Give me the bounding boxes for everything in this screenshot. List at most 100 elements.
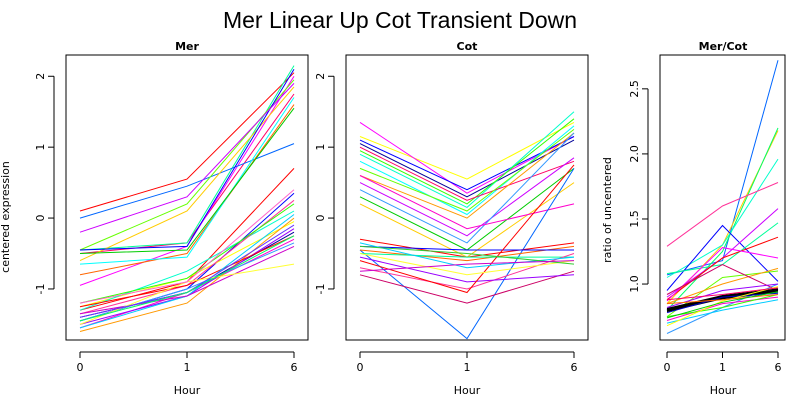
mer-y-tick-label-0: -1 [34, 283, 47, 294]
mer-cot-y-tick-label-0: 1.0 [628, 275, 641, 293]
mer-cot-series-line-24 [666, 291, 779, 319]
mer-cot-series-line-3 [666, 158, 779, 278]
mer-series-line-0 [79, 72, 295, 212]
cot-series-layer [359, 111, 575, 340]
mer-series-line-17 [79, 217, 295, 332]
cot-series-line-21 [359, 270, 575, 304]
cot-series-line-14 [359, 175, 575, 230]
mer-y-axis: -1 0 1 2 [34, 73, 55, 294]
mer-series-line-3 [79, 65, 295, 251]
mer-cot-series-line-2 [666, 127, 779, 311]
mer-x-tick-label-2: 6 [291, 361, 298, 374]
mer-series-line-6 [79, 86, 295, 262]
mer-series-line-29 [79, 235, 295, 322]
cot-y-tick-label-0: -1 [314, 283, 327, 294]
mer-cot-series-line-9 [666, 247, 779, 302]
mer-cot-y-axis-title: ratio of uncentered [601, 157, 614, 263]
mer-cot-series-line-8 [666, 236, 779, 301]
mer-y-axis-title: centered expression [0, 161, 12, 273]
cot-series-line-18 [359, 245, 574, 251]
mer-cot-series-line-20 [666, 294, 779, 318]
cot-panel: Cot 0 1 6 -1 0 1 2 Hour [314, 40, 589, 397]
mer-series-line-10 [79, 97, 295, 265]
mer-y-tick-label-1: 0 [34, 215, 47, 222]
mer-y-tick-label-2: 1 [34, 144, 47, 151]
cot-y-axis: -1 0 1 2 [314, 73, 335, 294]
cot-y-tick-label-1: 0 [314, 215, 327, 222]
mer-cot-series-line-25 [666, 287, 779, 301]
mer-cot-series-line-23 [666, 294, 779, 305]
cot-series-line-10 [359, 157, 575, 237]
cot-series-line-26 [359, 245, 575, 265]
mer-cot-y-tick-label-2: 2.0 [628, 145, 641, 163]
mer-x-tick-label-0: 0 [77, 361, 84, 374]
mer-cot-series-line-5 [666, 224, 779, 291]
cot-x-tick-label-2: 6 [571, 361, 578, 374]
mer-cot-x-tick-label-1: 1 [719, 361, 726, 374]
cot-series-line-27 [359, 260, 575, 272]
cot-series-line-8 [359, 129, 575, 212]
mer-x-axis: 0 1 6 [77, 351, 298, 374]
mer-series-line-16 [79, 221, 295, 308]
main-title: Mer Linear Up Cot Transient Down [223, 7, 577, 33]
cot-series-line-17 [359, 245, 575, 262]
mer-series-line-2 [79, 76, 295, 286]
mer-series-layer [79, 65, 295, 332]
mer-cot-panel-title: Mer/Cot [699, 40, 748, 53]
cot-series-line-11 [359, 132, 575, 244]
mer-plot-frame [65, 54, 309, 341]
mer-cot-plot-frame [659, 54, 786, 341]
mer-panel-title: Mer [175, 40, 199, 53]
mer-cot-x-axis: 0 1 6 [664, 351, 782, 374]
mer-series-line-11 [79, 107, 295, 254]
mer-cot-x-axis-title: Hour [710, 384, 737, 397]
mer-cot-series-line-17 [666, 292, 779, 314]
cot-series-line-19 [359, 253, 574, 258]
mer-cot-x-tick-label-2: 6 [775, 361, 782, 374]
mer-series-line-9 [79, 83, 295, 233]
mer-cot-x-tick-label-0: 0 [664, 361, 671, 374]
mer-cot-series-line-4 [666, 182, 779, 247]
cot-series-line-22 [359, 256, 575, 283]
cot-series-line-25 [359, 253, 575, 276]
mer-series-line-23 [79, 235, 295, 308]
mer-series-line-4 [79, 143, 295, 219]
cot-series-line-5 [359, 118, 575, 205]
mer-series-line-26 [79, 263, 295, 325]
cot-series-line-4 [359, 111, 575, 208]
mer-series-line-5 [79, 79, 295, 251]
cot-y-tick-label-3: 2 [314, 73, 327, 80]
mer-series-line-8 [79, 104, 295, 276]
mer-x-axis-title: Hour [174, 384, 201, 397]
mer-cot-series-line-21 [666, 286, 779, 327]
cot-x-tick-label-0: 0 [357, 361, 364, 374]
mer-cot-y-tick-label-3: 2.5 [628, 80, 641, 98]
cot-series-line-6 [359, 125, 575, 216]
mer-cot-series-line-19 [666, 299, 779, 324]
cot-series-line-7 [359, 146, 575, 201]
mer-cot-panel: Mer/Cot 0 1 6 1.0 1.5 2.0 2.5 Hour ratio of u… [601, 40, 786, 397]
mer-y-tick-label-3: 2 [34, 73, 47, 80]
mer-cot-series-line-0 [666, 60, 779, 276]
mer-series-line-21 [79, 203, 295, 304]
cot-series-line-0 [359, 121, 575, 180]
cot-series-line-9 [359, 132, 575, 219]
cot-series-line-3 [359, 139, 575, 198]
mer-cot-series-line-13 [666, 263, 779, 295]
cot-x-axis: 0 1 6 [357, 351, 578, 374]
mer-series-line-18 [79, 210, 295, 311]
mer-panel: Mer 0 1 6 -1 0 1 2 Hour centered expression [0, 40, 309, 397]
cot-series-line-1 [359, 121, 575, 194]
cot-x-axis-title: Hour [454, 384, 481, 397]
cot-plot-frame [345, 54, 589, 341]
cot-x-tick-label-1: 1 [464, 361, 471, 374]
mer-x-tick-label-1: 1 [184, 361, 191, 374]
cot-series-line-15 [359, 168, 575, 340]
mer-cot-series-layer [666, 60, 779, 334]
cot-series-line-23 [359, 164, 575, 294]
mer-cot-series-line-11 [666, 267, 779, 305]
cot-panel-title: Cot [457, 40, 478, 53]
mer-series-line-27 [79, 189, 295, 304]
cot-y-tick-label-2: 1 [314, 144, 327, 151]
